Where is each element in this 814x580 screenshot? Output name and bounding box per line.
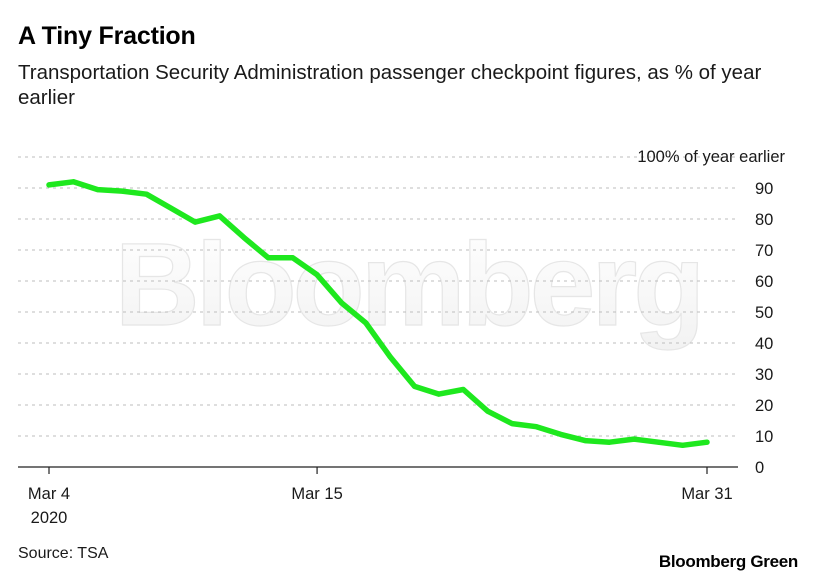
bloomberg-watermark: Bloomberg xyxy=(115,219,702,351)
data-point xyxy=(192,219,198,225)
x-tick-sublabel: 2020 xyxy=(31,509,68,527)
y-tick-label: 30 xyxy=(755,366,773,384)
data-point xyxy=(655,439,661,445)
data-point xyxy=(533,424,539,430)
data-point xyxy=(119,188,125,194)
series-line xyxy=(46,179,710,449)
data-point xyxy=(265,255,271,261)
data-point xyxy=(607,439,612,445)
data-point xyxy=(95,187,101,193)
data-point xyxy=(387,354,393,360)
y-tick-label: 20 xyxy=(755,397,773,415)
y-tick-label: 0 xyxy=(755,459,764,477)
y-tick-label: 90 xyxy=(755,180,773,198)
axes: 0 10 20 30 40 50 60 70 80 90 100% of year earlier M… xyxy=(18,148,785,527)
y-tick-label: 60 xyxy=(755,273,773,291)
data-point xyxy=(582,438,588,444)
x-tick-label: Mar 4 xyxy=(28,485,70,503)
data-point xyxy=(290,255,296,261)
x-tick-label: Mar 15 xyxy=(291,485,342,503)
chart-subtitle: Transportation Security Administration p… xyxy=(18,61,762,109)
y-axis-title: 100% of year earlier xyxy=(637,148,785,166)
y-tick-label: 70 xyxy=(755,242,773,260)
data-point xyxy=(631,436,637,442)
data-point xyxy=(338,300,344,306)
data-point xyxy=(144,191,149,197)
data-point xyxy=(680,442,686,448)
x-tick-label: Mar 31 xyxy=(681,485,732,503)
data-point xyxy=(704,439,710,445)
y-tick-label: 50 xyxy=(755,304,773,322)
data-point xyxy=(509,421,515,427)
data-point xyxy=(412,383,418,389)
data-point xyxy=(558,431,564,437)
data-point xyxy=(70,179,76,185)
data-point xyxy=(363,320,369,326)
data-point xyxy=(485,408,491,414)
data-point xyxy=(46,182,52,188)
brand-logo: Bloomberg Green xyxy=(658,552,798,571)
data-point xyxy=(436,391,442,397)
y-tick-label: 10 xyxy=(755,428,773,446)
data-point xyxy=(241,235,247,241)
data-point xyxy=(314,272,320,278)
data-point xyxy=(217,213,223,219)
y-tick-label: 80 xyxy=(755,211,773,229)
source-note: Source: TSA xyxy=(18,545,109,562)
data-point xyxy=(460,387,466,392)
series-layer xyxy=(46,179,710,449)
chart-title: A Tiny Fraction xyxy=(18,22,196,50)
y-tick-label: 40 xyxy=(755,335,773,353)
data-point xyxy=(168,205,174,211)
